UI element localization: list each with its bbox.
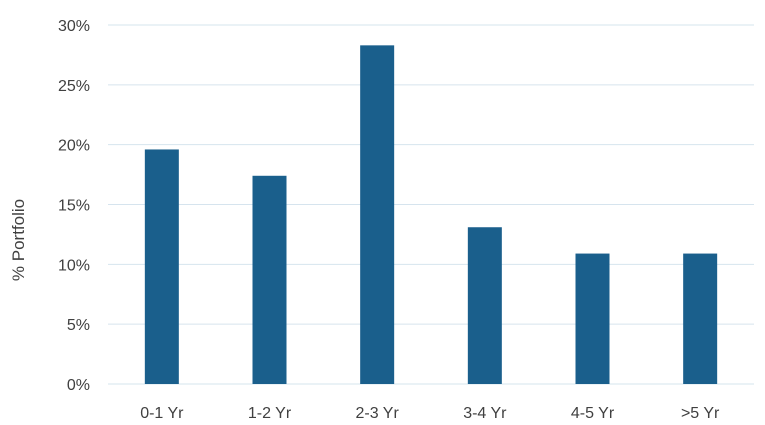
bar — [360, 45, 395, 385]
y-tick-label: 15% — [58, 198, 90, 215]
x-category-label: 4-5 Yr — [571, 405, 615, 422]
y-tick-label: 20% — [58, 138, 90, 155]
bar — [467, 227, 502, 384]
y-tick-label: 10% — [58, 257, 90, 274]
x-category-label: 3-4 Yr — [463, 405, 507, 422]
y-tick-label: 5% — [67, 317, 90, 334]
bar — [252, 175, 287, 384]
bar — [575, 253, 610, 384]
x-category-label: 1-2 Yr — [248, 405, 292, 422]
x-category-label: 2-3 Yr — [356, 405, 400, 422]
y-tick-label: 25% — [58, 78, 90, 95]
y-axis-tick-labels: 0% 5% 10% 15% 20% 25% 30% — [58, 18, 90, 394]
gridlines — [108, 24, 754, 385]
bar — [144, 149, 179, 384]
x-category-label: >5 Yr — [681, 405, 720, 422]
bar — [683, 253, 718, 384]
x-category-label: 0-1 Yr — [140, 405, 184, 422]
bars — [144, 45, 718, 385]
x-axis-category-labels: 0-1 Yr 1-2 Yr 2-3 Yr 3-4 Yr 4-5 Yr >5 Yr — [140, 405, 720, 422]
y-tick-label: 0% — [67, 377, 90, 394]
y-tick-label: 30% — [58, 18, 90, 35]
y-axis-title: % Portfolio — [9, 199, 28, 281]
